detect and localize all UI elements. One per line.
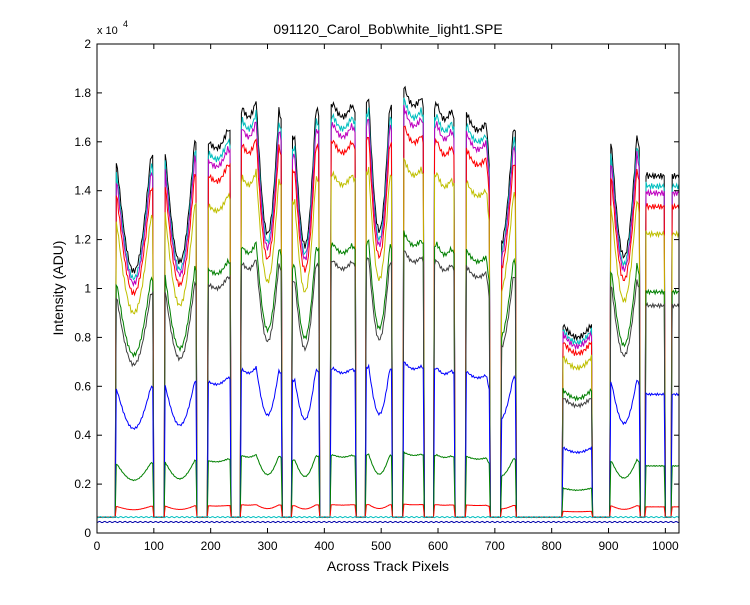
y-tick-label: 1.4: [74, 184, 91, 198]
series-line: [97, 230, 679, 518]
series-line: [96, 520, 680, 524]
y-tick-label: 0: [84, 526, 91, 540]
x-tick-label: 600: [428, 539, 448, 553]
y-exponent-label: x 10: [97, 25, 118, 37]
x-tick-label: 200: [201, 539, 221, 553]
series-line: [97, 157, 680, 518]
series-line: [97, 85, 680, 518]
series-line: [97, 450, 680, 518]
x-axis-label: Across Track Pixels: [327, 558, 449, 574]
chart-title: 091120_Carol_Bob\white_light1.SPE: [273, 21, 502, 37]
y-tick-label: 0.4: [74, 428, 91, 442]
series-line: [96, 515, 680, 519]
series-line: [97, 125, 680, 518]
x-tick-label: 100: [144, 539, 164, 553]
x-tick-label: 0: [94, 539, 101, 553]
x-tick-label: 1000: [652, 539, 679, 553]
x-tick-label: 400: [314, 539, 334, 553]
x-tick-label: 300: [257, 539, 277, 553]
series-line: [97, 503, 680, 518]
x-tick-label: 700: [485, 539, 505, 553]
y-tick-label: 1.2: [74, 233, 91, 247]
y-tick-label: 1.8: [74, 86, 91, 100]
y-tick-label: 0.8: [74, 330, 91, 344]
x-tick-label: 500: [371, 539, 391, 553]
y-axis-label: Intensity (ADU): [50, 241, 66, 336]
y-tick-label: 1: [84, 282, 91, 296]
series-line: [97, 250, 680, 518]
y-tick-label: 2: [84, 37, 91, 51]
series-layer: [96, 85, 680, 524]
y-tick-label: 0.6: [74, 379, 91, 393]
series-line: [97, 104, 680, 518]
series-line: [97, 361, 680, 518]
x-tick-label: 900: [599, 539, 619, 553]
ticks-layer: 0 100 200 300 400 500 600 700 800 900 1000 0 0.2 0.4 0…: [74, 37, 679, 553]
y-tick-label: 1.6: [74, 135, 91, 149]
y-exponent-power: 4: [123, 19, 128, 29]
y-tick-label: 0.2: [74, 477, 91, 491]
x-tick-label: 800: [542, 539, 562, 553]
